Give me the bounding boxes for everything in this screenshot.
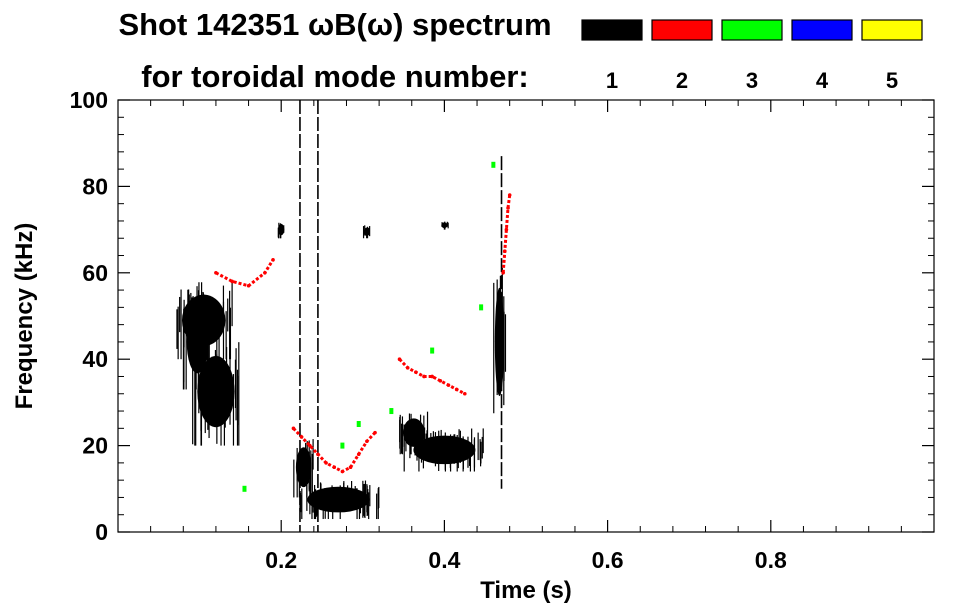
mode-3-point — [356, 421, 361, 427]
legend-swatch-mode-1 — [581, 19, 643, 41]
mode-2-point — [263, 271, 267, 275]
mode-2-point — [504, 227, 509, 232]
legend-label-mode-4: 4 — [816, 68, 829, 93]
mode-2-point — [438, 379, 443, 383]
y-tick-label: 100 — [70, 87, 108, 113]
chart-title-line1: Shot 142351 ωB(ω) spectrum — [118, 7, 551, 42]
mode-2-point — [316, 452, 320, 457]
mode-2-track — [291, 426, 377, 474]
mode-2-point — [332, 465, 337, 470]
mode-2-point — [299, 435, 304, 439]
legend-label-mode-2: 2 — [676, 68, 688, 93]
mode-1-region — [192, 337, 240, 446]
legend-label-mode-1: 1 — [606, 68, 618, 93]
mode-3-point — [389, 408, 394, 415]
legend-swatch-mode-5 — [861, 19, 923, 41]
mode-2-point — [214, 271, 218, 275]
mode-2-point — [414, 370, 418, 374]
mode-1-region — [399, 411, 429, 455]
x-axis-label: Time (s) — [480, 577, 572, 604]
mode-2-point — [454, 387, 459, 392]
mode-2-point — [230, 279, 235, 284]
legend-label-mode-5: 5 — [886, 68, 898, 93]
legend-swatch-mode-2 — [651, 19, 713, 41]
mode-2-point — [501, 271, 505, 275]
y-tick-label: 20 — [82, 433, 108, 459]
mode-3-point — [479, 304, 484, 311]
mode-1-region — [277, 222, 285, 239]
chart-title-line2: for toroidal mode number: — [141, 59, 529, 94]
mode-1-region — [176, 282, 233, 360]
y-tick-label: 60 — [82, 260, 108, 286]
x-tick-label: 0.4 — [428, 547, 460, 573]
mode-2-point — [365, 439, 369, 444]
mode-2-point — [356, 452, 361, 457]
mode-2-point — [246, 283, 251, 288]
mode-2-point — [291, 426, 296, 431]
plot-area: 0 20 40 60 80 100 0.2 0.4 0.6 0.8 — [70, 87, 935, 573]
mode-3-track — [242, 161, 496, 492]
mode-2-point — [506, 206, 510, 210]
y-tick-label: 40 — [82, 346, 108, 372]
legend-swatch-mode-3 — [721, 19, 783, 41]
mode-2-point — [348, 465, 353, 470]
mode-2-point — [405, 366, 410, 370]
mode-1-region — [362, 225, 371, 239]
mode-2-point — [271, 258, 275, 262]
mode-2-point — [430, 374, 434, 379]
mode-2-point — [463, 391, 467, 396]
mode-1-region — [299, 480, 380, 520]
mode-3-point — [242, 485, 247, 492]
axes: 0 20 40 60 80 100 0.2 0.4 0.6 0.8 — [70, 87, 934, 573]
y-axis-label: Frequency (kHz) — [11, 223, 38, 410]
mode-2-track — [214, 258, 275, 288]
x-tick-label: 0.6 — [592, 547, 624, 573]
mode-2-point — [324, 461, 328, 465]
mode-2-point — [422, 374, 426, 379]
mode-3-point — [340, 442, 345, 449]
y-tick-label: 80 — [82, 173, 108, 199]
mode-1-region-core — [402, 418, 425, 447]
mode-2-point — [502, 249, 507, 253]
mode-3-point — [430, 347, 435, 354]
legend-label-mode-3: 3 — [746, 68, 758, 93]
spectrum-marks — [176, 100, 512, 532]
mode-2-point — [340, 469, 345, 474]
mode-2-track — [397, 357, 467, 396]
mode-2-point — [446, 383, 451, 387]
y-tick-label: 0 — [95, 519, 108, 545]
mode-2-point — [307, 443, 312, 448]
x-tick-label: 0.2 — [265, 547, 297, 573]
mode-2-track — [501, 193, 512, 275]
x-tick-label: 0.8 — [755, 547, 787, 573]
mode-2-point — [397, 357, 402, 362]
mode-1-region — [441, 221, 449, 230]
mode-3-point — [491, 161, 496, 168]
mode-2-point — [507, 193, 512, 197]
legend-swatch-mode-4 — [791, 19, 853, 41]
plot-frame — [117, 99, 935, 533]
mode-2-point — [373, 430, 377, 435]
legend: 1 2 3 4 5 — [581, 19, 923, 93]
